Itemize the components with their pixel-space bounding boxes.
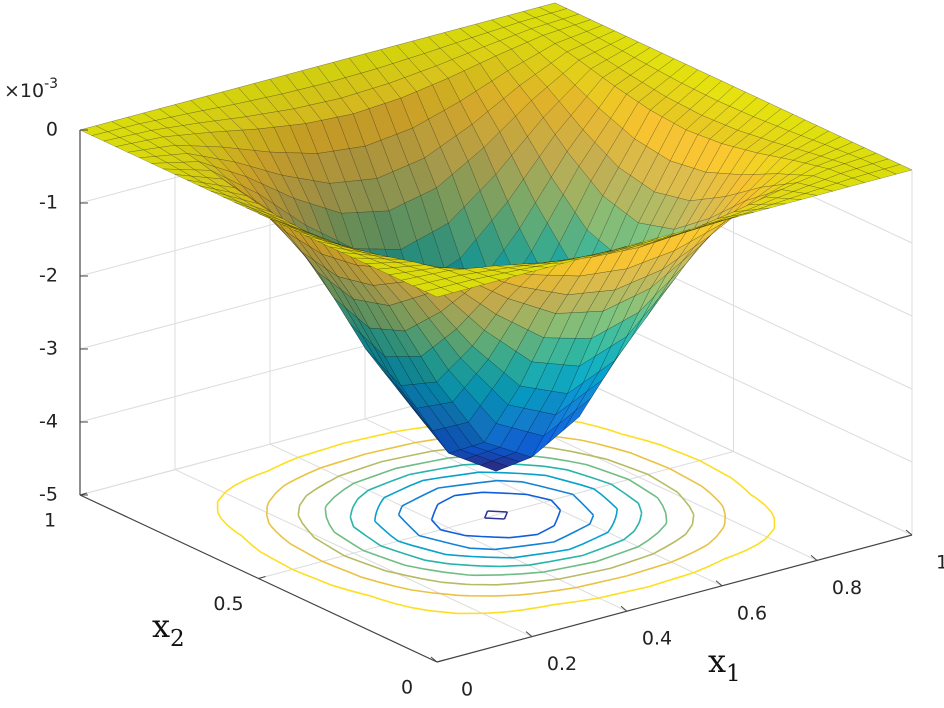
- z-multiplier-exponent: -3: [44, 76, 58, 92]
- y-tick: [258, 576, 266, 579]
- z-tick-label: -3: [39, 338, 58, 360]
- surface-plot: [79, 2, 913, 472]
- x-tick-label: 0.8: [832, 577, 862, 599]
- y-tick-label: 1: [44, 510, 56, 532]
- contour-plot: [216, 415, 776, 615]
- y-label-text: x: [152, 607, 170, 645]
- x-label-subscript: 1: [726, 661, 741, 687]
- z-tick-label: -5: [39, 484, 58, 506]
- contour-line: [483, 510, 509, 520]
- surface-patch: [424, 287, 454, 298]
- x-tick: [905, 529, 913, 536]
- x-tick-label: 1: [936, 552, 944, 574]
- y-axis-label: x2: [152, 607, 185, 652]
- x-tick: [525, 631, 533, 637]
- x-tick: [715, 580, 723, 587]
- x-tick: [430, 656, 438, 663]
- contour-line: [374, 471, 618, 559]
- contour-line: [430, 491, 562, 539]
- z-tick-label: -4: [39, 411, 58, 433]
- x-tick-label: 0.2: [547, 653, 577, 675]
- z-multiplier-base: ×10: [4, 80, 44, 102]
- y-tick-label: 0: [401, 677, 413, 699]
- x-tick: [620, 605, 628, 612]
- x-tick-label: 0.6: [737, 602, 767, 624]
- y-label-subscript: 2: [170, 626, 185, 652]
- y-tick: [79, 492, 88, 496]
- x-label-text: x: [708, 642, 726, 680]
- tick-labels: -5 -4 -3 -2 -1 0 0 0.2 0.4 0.6 0.8 1 0 0.5 1: [39, 119, 944, 701]
- y-tick-label: 0.5: [213, 593, 243, 615]
- x-tick-label: 0.4: [642, 628, 672, 650]
- y-tick: [436, 659, 445, 663]
- x-tick: [810, 555, 818, 561]
- x-axis-label: x1: [708, 642, 741, 687]
- z-tick-label: 0: [46, 119, 58, 141]
- x-tick-label: 0: [461, 679, 473, 701]
- contour-line: [397, 479, 595, 551]
- z-multiplier: ×10-3: [4, 76, 58, 102]
- z-tick-label: -2: [39, 265, 58, 287]
- z-tick-label: -1: [39, 192, 58, 214]
